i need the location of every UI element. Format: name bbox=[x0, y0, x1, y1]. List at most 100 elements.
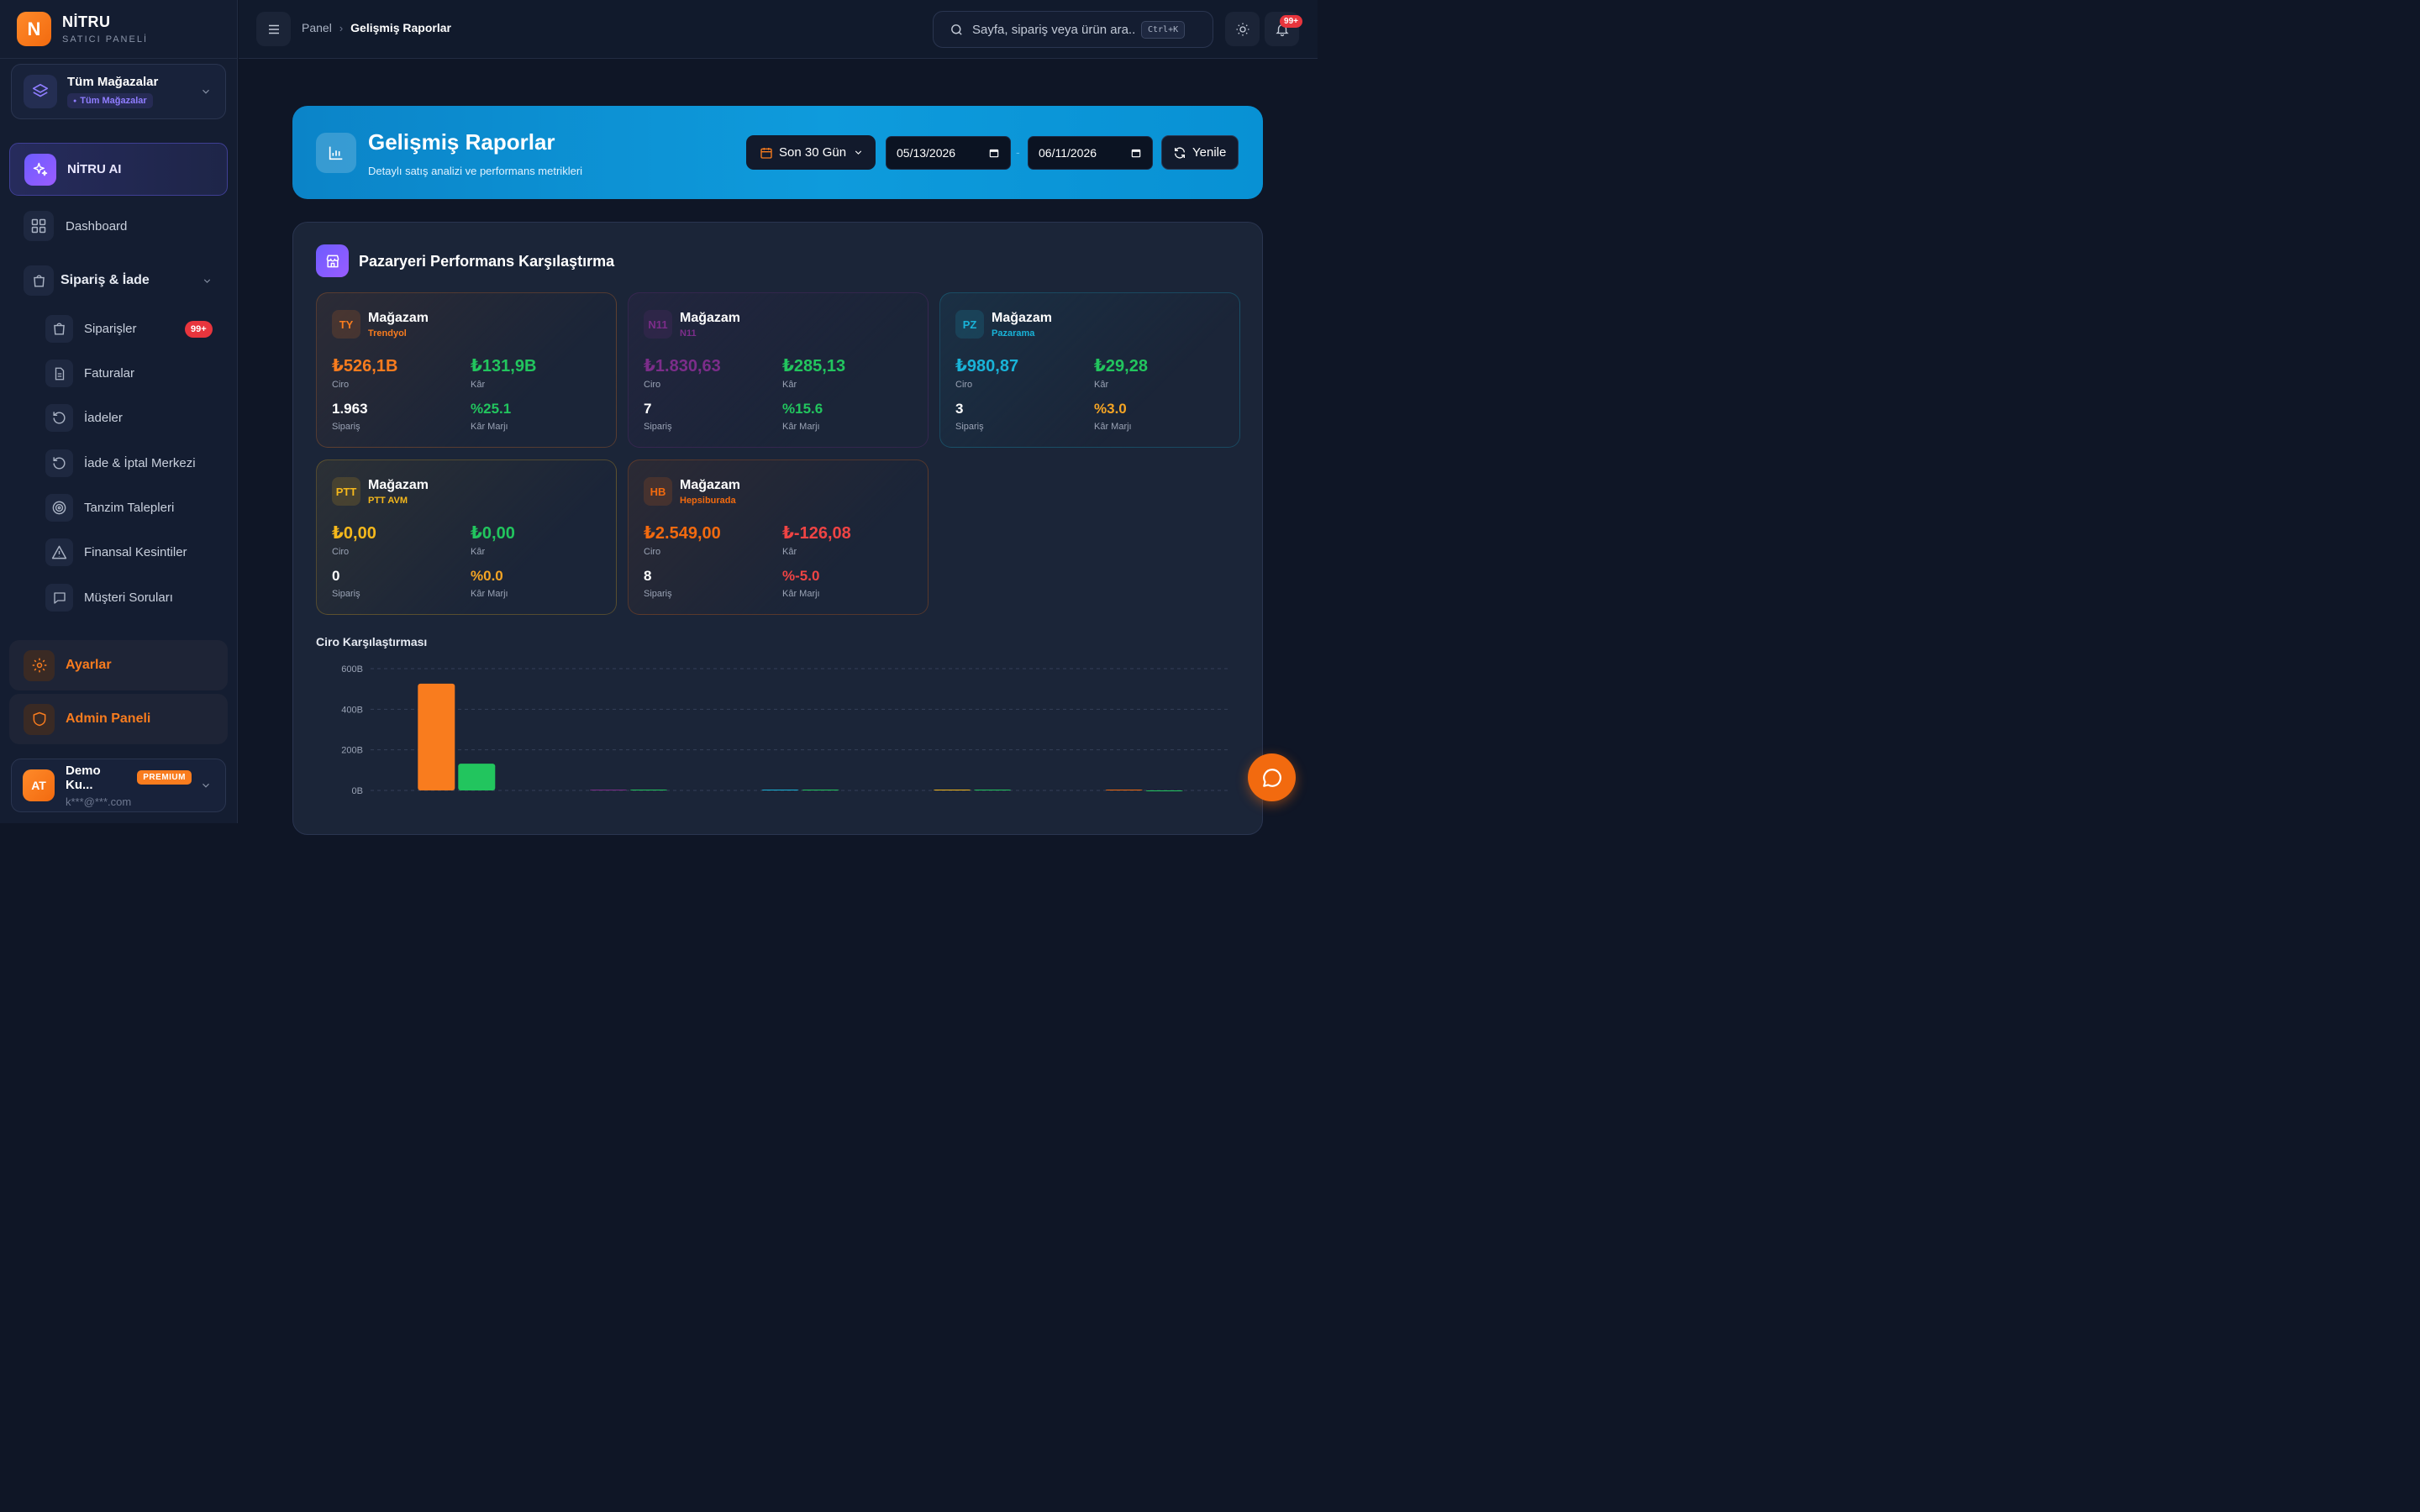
bar-chart-icon bbox=[316, 133, 356, 173]
grid-icon bbox=[24, 211, 54, 241]
bar[interactable] bbox=[418, 683, 455, 790]
sidebar-item-returns[interactable]: İadeler bbox=[45, 404, 222, 432]
date-to-value: 06/11/2026 bbox=[1039, 146, 1097, 160]
chevron-down-icon[interactable] bbox=[202, 276, 213, 291]
store-name: Mağazam bbox=[992, 311, 1053, 325]
message-icon bbox=[45, 584, 73, 612]
margin-label: Kâr Marjı bbox=[471, 422, 508, 432]
sidebar-item-financial-deductions[interactable]: Finansal Kesintiler bbox=[45, 538, 222, 566]
panel-title: Pazaryeri Performans Karşılaştırma bbox=[359, 253, 615, 270]
sidebar-item-admin-panel[interactable]: Admin Paneli bbox=[9, 694, 228, 744]
marketplace-abbr: HB bbox=[644, 477, 672, 506]
revenue-comparison-chart: 600B 400B 200B 0B bbox=[341, 664, 1230, 796]
revenue-value: ₺980,87 bbox=[955, 357, 1019, 375]
chevron-down-icon bbox=[855, 150, 862, 155]
marketplace-card[interactable]: N11 Mağazam N11 ₺1.830,63 Ciro ₺285,13 Kâr 7 Sip… bbox=[628, 292, 929, 448]
notifications-button[interactable]: 99+ bbox=[1265, 12, 1302, 46]
y-tick-label: 400B bbox=[341, 705, 363, 715]
search-input[interactable]: Sayfa, sipariş veya ürün ara... Ctrl+K bbox=[933, 11, 1213, 48]
margin-label: Kâr Marjı bbox=[782, 589, 820, 599]
profit-label: Kâr bbox=[471, 380, 486, 390]
chat-icon bbox=[1262, 768, 1281, 787]
bar[interactable] bbox=[1145, 790, 1183, 791]
chevron-right-icon: › bbox=[339, 21, 344, 34]
brand-logo[interactable]: N bbox=[17, 12, 51, 46]
sidebar-item-tanzim-requests[interactable]: Tanzim Talepleri bbox=[45, 494, 222, 522]
date-from-input[interactable]: 05/13/2026 bbox=[886, 136, 1011, 170]
margin-value: %-5.0 bbox=[782, 568, 820, 584]
user-card[interactable]: AT Demo Ku... PREMIUM k***@***.com bbox=[11, 759, 226, 812]
orders-value: 8 bbox=[644, 568, 652, 584]
calendar-icon[interactable] bbox=[1130, 147, 1142, 159]
refresh-button[interactable]: Yenile bbox=[1161, 135, 1239, 170]
sidebar-item-settings[interactable]: Ayarlar bbox=[9, 640, 228, 690]
date-to-input[interactable]: 06/11/2026 bbox=[1028, 136, 1153, 170]
marketplace-card[interactable]: PZ Mağazam Pazarama ₺980,87 Ciro ₺29,28 Kâr 3 Si… bbox=[939, 292, 1240, 448]
orders-label: Sipariş bbox=[644, 422, 672, 432]
marketplace-card[interactable]: PTT Mağazam PTT AVM ₺0,00 Ciro ₺0,00 Kâr 0 Sipar… bbox=[316, 459, 617, 615]
profit-value: ₺285,13 bbox=[782, 357, 846, 375]
revenue-value: ₺2.549,00 bbox=[644, 524, 721, 543]
search-shortcut: Ctrl+K bbox=[1141, 20, 1186, 39]
sidebar-item-label: Ayarlar bbox=[66, 658, 112, 672]
chat-button[interactable] bbox=[1248, 753, 1296, 801]
date-separator: - bbox=[1016, 145, 1020, 159]
marketplace-abbr: N11 bbox=[644, 310, 672, 339]
store-name: Mağazam bbox=[680, 478, 741, 492]
revenue-value: ₺526,1B bbox=[332, 357, 398, 375]
sidebar-item-customer-questions[interactable]: Müşteri Soruları bbox=[45, 584, 222, 612]
breadcrumb-root[interactable]: Panel bbox=[302, 21, 332, 34]
calendar-icon bbox=[760, 147, 772, 159]
avatar: AT bbox=[23, 769, 55, 801]
orders-label: Sipariş bbox=[644, 589, 672, 599]
brand: N NİTRU SATICI PANELİ bbox=[0, 0, 237, 59]
margin-label: Kâr Marjı bbox=[1094, 422, 1132, 432]
breadcrumb: Panel › Gelişmiş Raporlar bbox=[302, 21, 451, 34]
store-name: Mağazam bbox=[368, 478, 429, 492]
premium-badge: PREMIUM bbox=[137, 770, 192, 785]
revenue-value: ₺0,00 bbox=[332, 524, 376, 543]
sidebar-item-nitru-ai[interactable]: NİTRU AI bbox=[9, 143, 228, 196]
marketplace-comparison-panel: Pazaryeri Performans Karşılaştırma TY Mağ… bbox=[292, 222, 1263, 835]
profit-label: Kâr bbox=[782, 380, 797, 390]
search-icon bbox=[951, 24, 962, 35]
brand-name: NİTRU bbox=[62, 13, 111, 30]
bar[interactable] bbox=[458, 764, 496, 790]
profit-label: Kâr bbox=[1094, 380, 1109, 390]
refresh-icon bbox=[1175, 146, 1185, 159]
sidebar-item-invoices[interactable]: Faturalar bbox=[45, 360, 222, 387]
brand-logo-letter: N bbox=[27, 18, 41, 39]
orders-count-badge: 99+ bbox=[185, 321, 213, 338]
profit-value: ₺29,28 bbox=[1094, 357, 1148, 375]
revenue-value: ₺1.830,63 bbox=[644, 357, 721, 375]
period-select[interactable]: Son 30 Gün bbox=[746, 135, 876, 170]
store-selector[interactable]: Tüm Mağazalar Tüm Mağazalar bbox=[11, 64, 226, 119]
breadcrumb-current: Gelişmiş Raporlar bbox=[350, 21, 451, 34]
sidebar-item-dashboard[interactable]: Dashboard bbox=[24, 211, 127, 241]
sidebar-item-return-cancel-center[interactable]: İade & İptal Merkezi bbox=[45, 449, 222, 477]
sidebar-item-orders[interactable]: Siparişler 99+ bbox=[45, 315, 222, 343]
chart-title: Ciro Karşılaştırması bbox=[316, 635, 428, 648]
sidebar-item-label: İade & İptal Merkezi bbox=[84, 456, 196, 470]
sidebar-group-orders[interactable]: Sipariş & İade bbox=[24, 265, 150, 296]
undo-icon bbox=[45, 449, 73, 477]
marketplace-abbr: PTT bbox=[332, 477, 360, 506]
file-icon bbox=[45, 360, 73, 387]
marketplace-card[interactable]: TY Mağazam Trendyol ₺526,1B Ciro ₺131,9B Kâr 1.… bbox=[316, 292, 617, 448]
marketplace-card[interactable]: HB Mağazam Hepsiburada ₺2.549,00 Ciro ₺-126,0… bbox=[628, 459, 929, 615]
theme-toggle-button[interactable] bbox=[1225, 12, 1260, 46]
profit-value: ₺131,9B bbox=[471, 357, 537, 375]
y-tick-label: 600B bbox=[341, 664, 363, 675]
orders-label: Sipariş bbox=[332, 422, 360, 432]
margin-label: Kâr Marjı bbox=[782, 422, 820, 432]
sidebar-group-label: Sipariş & İade bbox=[60, 273, 150, 287]
search-placeholder: Sayfa, sipariş veya ürün ara... bbox=[972, 22, 1136, 37]
chevron-down-icon bbox=[200, 780, 212, 795]
calendar-icon[interactable] bbox=[988, 147, 1000, 159]
profit-label: Kâr bbox=[471, 547, 486, 557]
margin-value: %15.6 bbox=[782, 401, 823, 417]
gear-icon bbox=[24, 649, 55, 681]
menu-button[interactable] bbox=[256, 12, 291, 46]
sidebar-item-label: NİTRU AI bbox=[67, 162, 122, 176]
sidebar-item-label: İadeler bbox=[84, 411, 123, 425]
